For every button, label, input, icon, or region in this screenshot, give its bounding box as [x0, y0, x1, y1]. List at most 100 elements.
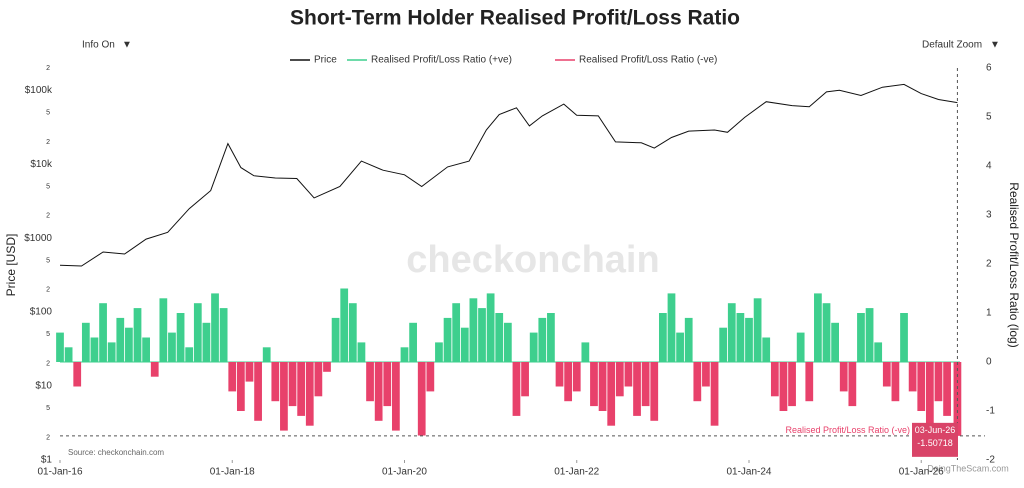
y-axis-label: Price [USD] [4, 234, 18, 297]
y-tick-label: $10 [35, 381, 52, 392]
ratio-bar [486, 293, 495, 362]
legend-label: Realised Profit/Loss Ratio (-ve) [579, 55, 717, 66]
ratio-bar [348, 303, 357, 362]
y-tick-label: $1000 [24, 233, 52, 244]
ratio-bar [64, 347, 73, 362]
corner-watermark: DoingTheScam.com [927, 463, 1009, 473]
ratio-bar [168, 332, 176, 362]
ratio-bar [228, 362, 237, 392]
ratio-bar [917, 362, 926, 411]
legend-label: Price [314, 55, 337, 66]
ratio-bar [262, 347, 271, 362]
zoom-arrow[interactable]: ▼ [990, 40, 1000, 51]
ratio-bar [374, 362, 383, 421]
ratio-bar [650, 362, 659, 421]
ratio-bar [857, 313, 865, 362]
zoom-select[interactable]: Default Zoom [922, 40, 982, 51]
ratio-bar [219, 308, 228, 362]
ratio-bar [658, 313, 667, 362]
ratio-bar [417, 362, 426, 436]
ratio-bar [762, 337, 771, 362]
ratio-bar [581, 342, 590, 362]
ratio-bar [478, 308, 486, 362]
ratio-bar [590, 362, 598, 407]
price-line [59, 83, 958, 267]
ratio-bar [245, 362, 254, 382]
ratio-bar [452, 303, 461, 362]
ratio-bar [392, 362, 400, 431]
x-tick-label: 01-Jan-20 [382, 467, 427, 478]
ratio-bar [779, 362, 788, 411]
ratio-bar [254, 362, 262, 421]
ratio-bar [125, 327, 133, 362]
ratio-bar [615, 362, 624, 397]
y-tick-label: 5 [46, 109, 50, 116]
ratio-bar [547, 313, 555, 362]
ratio-bar [159, 298, 168, 362]
ratio-bar [633, 362, 641, 416]
ratio-bar [512, 362, 521, 416]
ratio-bar [176, 313, 185, 362]
ratio-bar [753, 298, 762, 362]
ratio-bar [81, 322, 90, 362]
x-tick-label: 01-Jan-26 [899, 467, 944, 478]
ratio-bar [693, 362, 702, 402]
ratio-bar [598, 362, 607, 411]
ratio-bar [503, 322, 512, 362]
y-tick-label: $1 [41, 455, 53, 466]
y2-tick-label: -2 [986, 455, 995, 466]
ratio-bar [770, 362, 779, 397]
ratio-bar [719, 327, 728, 362]
ratio-bar [202, 322, 211, 362]
y-tick-label: 2 [46, 361, 50, 368]
annotation-box [912, 422, 958, 457]
ratio-bar [435, 342, 443, 362]
ratio-bar [822, 303, 831, 362]
ratio-bar [469, 298, 478, 362]
ratio-bar [90, 337, 99, 362]
y-tick-label: $10k [30, 159, 53, 170]
ratio-bar [874, 342, 883, 362]
ratio-bar [366, 362, 374, 402]
ratio-bar [736, 313, 745, 362]
ratio-bar [142, 337, 150, 362]
y-tick-label: $100k [25, 85, 53, 96]
y-tick-label: 5 [46, 405, 50, 412]
ratio-bar [900, 313, 908, 362]
ratio-bar [236, 362, 245, 411]
chart-title: Short-Term Holder Realised Profit/Loss R… [290, 7, 740, 30]
x-tick-label: 01-Jan-18 [210, 467, 255, 478]
ratio-bar [908, 362, 917, 392]
info-toggle[interactable]: Info On [82, 40, 115, 51]
ratio-bar [99, 303, 107, 362]
ratio-bar [667, 293, 676, 362]
ratio-bar [684, 317, 693, 362]
ratio-bar [288, 362, 297, 407]
y2-axis-label: Realised Profit/Loss Ratio (log) [1007, 182, 1021, 347]
y-tick-label: 5 [46, 183, 50, 190]
ratio-bar [340, 288, 349, 362]
ratio-bar [443, 317, 452, 362]
ratio-bar [73, 362, 82, 387]
y2-tick-label: 3 [986, 210, 992, 221]
ratio-bar [891, 362, 900, 402]
ratio-bar [150, 362, 159, 377]
ratio-bar [357, 342, 366, 362]
ratio-bar [572, 362, 581, 392]
y2-tick-label: 4 [986, 161, 992, 172]
y2-tick-label: 2 [986, 259, 992, 270]
x-tick-label: 01-Jan-24 [726, 467, 771, 478]
legend-label: Realised Profit/Loss Ratio (+ve) [371, 55, 512, 66]
ratio-bar [624, 362, 633, 387]
ratio-bar [323, 362, 331, 372]
ratio-bar [314, 362, 323, 397]
ratio-bar [280, 362, 288, 431]
ratio-bar [814, 293, 822, 362]
y2-tick-label: 6 [986, 63, 992, 74]
ratio-bar [796, 332, 805, 362]
info-arrow[interactable]: ▼ [122, 40, 132, 51]
x-tick-label: 01-Jan-22 [554, 467, 599, 478]
ratio-bar [865, 308, 874, 362]
ratio-bar [727, 303, 736, 362]
